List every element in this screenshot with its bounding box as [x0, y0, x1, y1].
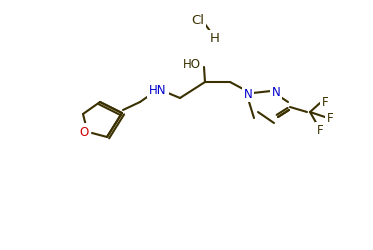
- Text: F: F: [327, 111, 333, 124]
- Text: N: N: [272, 86, 280, 99]
- Text: H: H: [210, 32, 220, 45]
- Text: HO: HO: [183, 57, 201, 70]
- Text: N: N: [244, 88, 253, 101]
- Text: O: O: [79, 125, 89, 138]
- Text: HN: HN: [149, 84, 167, 97]
- Text: F: F: [317, 124, 323, 137]
- Text: Cl: Cl: [191, 14, 204, 26]
- Text: F: F: [322, 96, 328, 109]
